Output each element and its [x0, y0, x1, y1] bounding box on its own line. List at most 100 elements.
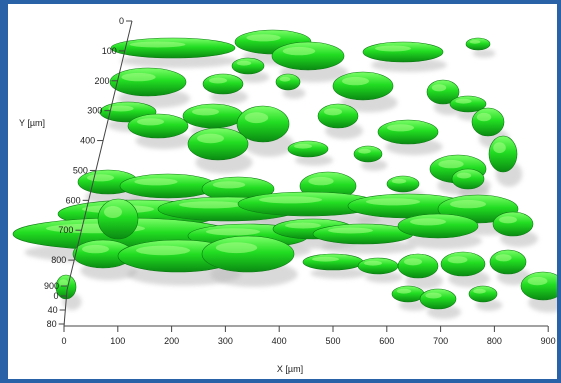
- cluster-highlight: [364, 260, 382, 266]
- cluster-highlight: [206, 228, 260, 236]
- cluster-highlight: [294, 143, 312, 149]
- x-tick-label: 300: [218, 336, 233, 346]
- x-tick-label: 800: [487, 336, 502, 346]
- y-axis-line: [66, 20, 133, 291]
- y-tick-label: 800: [51, 255, 66, 265]
- cluster-highlight: [192, 108, 219, 116]
- z-tick-label: 0: [53, 291, 58, 301]
- biofilm-cluster: [275, 73, 301, 91]
- cluster-highlight: [396, 288, 412, 294]
- cluster-shadow: [282, 87, 306, 99]
- cluster-shadow: [472, 49, 496, 58]
- cluster-highlight: [324, 108, 342, 116]
- cluster-highlight: [450, 199, 486, 209]
- y-tick-label: 900: [44, 281, 59, 291]
- cluster-highlight: [425, 292, 442, 299]
- biofilm-cluster: [377, 119, 439, 145]
- z-axis-ticks: 0 40 80: [47, 291, 67, 329]
- biofilm-cluster: [440, 251, 486, 277]
- biofilm-cluster: [317, 103, 359, 129]
- biofilm-cluster: [182, 103, 244, 129]
- cluster-highlight: [136, 245, 190, 256]
- cluster-shadow: [295, 154, 333, 166]
- cluster-highlight: [134, 178, 178, 186]
- cluster-highlight: [366, 198, 420, 206]
- cluster-highlight: [121, 72, 156, 82]
- cluster-shadow: [360, 159, 388, 171]
- cluster-highlight: [499, 216, 517, 224]
- cluster-highlight: [212, 181, 246, 189]
- cluster-shadow: [365, 271, 403, 283]
- biofilm-cluster: [471, 107, 505, 137]
- y-axis-title: Y [µm]: [19, 118, 45, 128]
- cluster-highlight: [469, 40, 481, 44]
- plot-area: 0 100 200 300 400 500 600 700 800 900 0 40 80 0 100 2…: [8, 4, 557, 379]
- cluster-highlight: [282, 46, 316, 56]
- cluster-highlight: [137, 118, 164, 126]
- biofilm-cluster: [465, 37, 491, 51]
- cluster-highlight: [179, 201, 242, 209]
- cluster-highlight: [342, 76, 369, 86]
- cluster-highlight: [215, 242, 258, 254]
- biofilm-cluster: [397, 213, 479, 239]
- cluster-highlight: [285, 222, 321, 229]
- cluster-highlight: [59, 279, 68, 287]
- cluster-shadow: [310, 267, 368, 279]
- cluster-highlight: [410, 218, 446, 226]
- biofilm-cluster: [357, 257, 399, 275]
- biofilm-cluster: [109, 67, 187, 97]
- y-tick-label: 500: [73, 165, 88, 175]
- cluster-highlight: [473, 288, 486, 294]
- biofilm-cluster: [492, 211, 534, 237]
- z-tick-label: 80: [47, 319, 57, 329]
- biofilm-cluster: [187, 127, 249, 161]
- cluster-highlight: [129, 41, 186, 48]
- cluster-highlight: [312, 256, 339, 262]
- biofilm-cluster: [231, 57, 265, 75]
- cluster-highlight: [236, 60, 252, 66]
- biofilm-cluster: [468, 285, 498, 303]
- cluster-highlight: [387, 124, 414, 132]
- cluster-highlight: [246, 34, 281, 42]
- biofilm-cluster: [97, 198, 139, 240]
- cluster-highlight: [108, 105, 134, 112]
- biofilm-cluster: [271, 41, 345, 71]
- y-tick-label: 600: [66, 195, 81, 205]
- x-tick-label: 0: [61, 336, 66, 346]
- biofilm-cluster: [419, 288, 457, 310]
- y-tick-label: 700: [58, 225, 73, 235]
- biofilm-cluster: [488, 135, 518, 173]
- cluster-highlight: [279, 76, 291, 82]
- x-tick-label: 700: [433, 336, 448, 346]
- biofilm-cluster: [397, 253, 439, 279]
- z-tick-label: 40: [48, 305, 58, 315]
- cluster-shadow: [238, 71, 270, 83]
- x-tick-label: 100: [110, 336, 125, 346]
- cluster-highlight: [493, 142, 506, 154]
- x-tick-label: 600: [379, 336, 394, 346]
- y-axis-ticks: 0 100 200 300 400 500 600 700 800 900: [44, 16, 132, 291]
- cluster-highlight: [404, 258, 422, 266]
- cluster-highlight: [455, 98, 472, 104]
- cluster-highlight: [259, 196, 322, 204]
- cluster-highlight: [438, 159, 464, 169]
- biofilm-cluster: [55, 274, 77, 300]
- cluster-highlight: [476, 112, 492, 122]
- cluster-highlight: [527, 276, 548, 286]
- cluster-highlight: [209, 77, 227, 84]
- y-tick-label: 400: [80, 136, 95, 146]
- cluster-highlight: [447, 256, 468, 264]
- x-axis-title: X [µm]: [277, 364, 303, 374]
- x-axis-ticks: 0 100 200 300 400 500 600 700 800 900: [61, 326, 556, 346]
- biofilm-clusters: [12, 29, 557, 310]
- biofilm-cluster: [391, 285, 425, 303]
- biofilm-cluster: [451, 168, 485, 190]
- cluster-highlight: [391, 178, 407, 184]
- y-tick-label: 200: [95, 76, 110, 86]
- cluster-highlight: [495, 254, 512, 262]
- cluster-highlight: [456, 172, 472, 179]
- biofilm-3d-render: 0 100 200 300 400 500 600 700 800 900 0 40 80 0 100 2…: [12, 16, 557, 374]
- x-tick-label: 200: [164, 336, 179, 346]
- biofilm-cluster: [489, 249, 527, 275]
